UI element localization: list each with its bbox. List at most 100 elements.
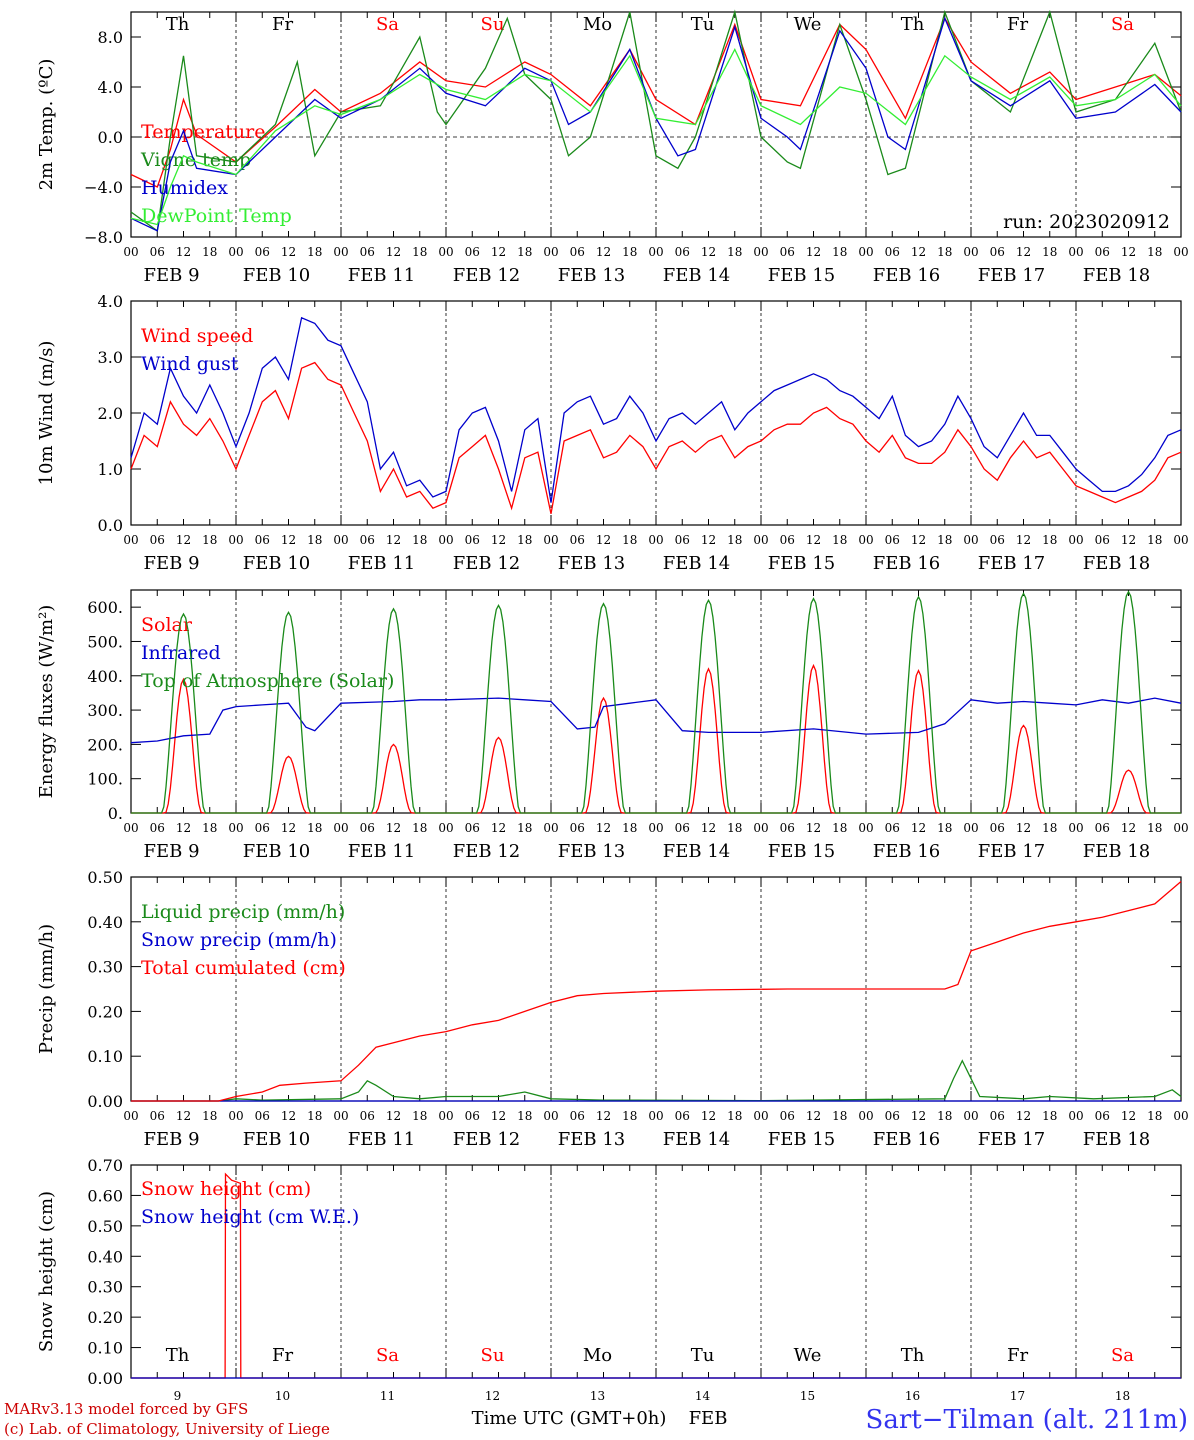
x-hour-label: 12 <box>911 821 926 835</box>
x-hour-label: 18 <box>202 1109 217 1123</box>
footer-credit: (c) Lab. of Climatology, University of L… <box>4 1420 330 1438</box>
x-date-label: FEB 12 <box>453 265 520 286</box>
x-hour-label: 12 <box>806 245 821 259</box>
x-hour-label: 18 <box>307 245 322 259</box>
x-hour-label: 00 <box>753 821 768 835</box>
day-name-label: Sa <box>1111 1345 1134 1366</box>
day-name-label: Th <box>901 14 925 35</box>
x-date-label: FEB 11 <box>348 265 415 286</box>
x-day-number: 14 <box>695 1389 711 1403</box>
x-hour-label: 00 <box>1173 821 1188 835</box>
x-hour-label: 12 <box>281 821 296 835</box>
x-day-number: 16 <box>905 1389 920 1403</box>
x-hour-label: 00 <box>1068 821 1083 835</box>
x-hour-label: 18 <box>727 821 742 835</box>
y-tick-label: −8.0 <box>84 228 123 247</box>
x-hour-label: 06 <box>1095 245 1110 259</box>
x-hour-label: 06 <box>675 245 690 259</box>
x-hour-label: 18 <box>307 1109 322 1123</box>
x-hour-label: 00 <box>333 821 348 835</box>
x-date-label: FEB 10 <box>243 1129 310 1150</box>
day-name-label: We <box>794 14 822 35</box>
x-hour-label: 18 <box>622 245 637 259</box>
x-hour-label: 12 <box>176 1109 191 1123</box>
x-hour-label: 12 <box>806 1109 821 1123</box>
x-hour-label: 00 <box>333 245 348 259</box>
x-date-label: FEB 12 <box>453 1129 520 1150</box>
y-tick-label: 500. <box>87 632 123 651</box>
x-hour-label: 12 <box>491 821 506 835</box>
y-tick-label: 0.30 <box>87 958 123 977</box>
x-date-label: FEB 9 <box>143 553 199 574</box>
x-hour-label: 00 <box>123 245 138 259</box>
x-date-label: FEB 16 <box>873 841 940 862</box>
day-name-label: Su <box>481 1345 505 1366</box>
panel-2: 0.0 1.0 2.0 3.0 4.0 10m Wind (m/s) 00 06 12 18 00 0… <box>36 292 1189 574</box>
x-hour-label: 18 <box>1042 533 1057 547</box>
y-tick-label: 0.10 <box>87 1047 123 1066</box>
x-hour-label: 00 <box>753 1109 768 1123</box>
x-date-label: FEB 14 <box>663 1129 730 1150</box>
x-hour-label: 00 <box>963 245 978 259</box>
x-hour-label: 00 <box>228 533 243 547</box>
x-hour-label: 12 <box>176 821 191 835</box>
legend-entry: Humidex <box>141 177 228 199</box>
x-date-label: FEB 18 <box>1083 265 1150 286</box>
x-hour-label: 18 <box>832 245 847 259</box>
y-tick-label: 1.0 <box>98 460 123 479</box>
series-line <box>130 316 1182 503</box>
x-hour-label: 00 <box>963 821 978 835</box>
x-hour-label: 18 <box>937 821 952 835</box>
x-date-label: FEB 16 <box>873 265 940 286</box>
x-hour-label: 12 <box>701 1109 716 1123</box>
y-tick-label: 0.50 <box>87 1217 123 1236</box>
x-hour-label: 12 <box>596 245 611 259</box>
y-tick-label: 2.0 <box>98 404 123 423</box>
x-day-number: 13 <box>590 1389 605 1403</box>
legend-entry: Temperature <box>141 121 265 143</box>
y-tick-label: 0.20 <box>87 1002 123 1021</box>
y-axis-label: Precip (mm/h) <box>36 924 57 1054</box>
x-date-label: FEB 12 <box>453 553 520 574</box>
x-hour-label: 12 <box>1121 533 1136 547</box>
x-hour-label: 00 <box>963 533 978 547</box>
x-hour-label: 06 <box>990 1109 1005 1123</box>
x-hour-label: 00 <box>1068 533 1083 547</box>
x-hour-label: 06 <box>780 533 795 547</box>
x-hour-label: 06 <box>360 533 375 547</box>
x-hour-label: 00 <box>438 1109 453 1123</box>
legend-entry: Snow precip (mm/h) <box>141 929 337 951</box>
y-tick-label: 0.20 <box>87 1308 123 1327</box>
day-name-label: Mo <box>583 1345 612 1366</box>
x-hour-label: 00 <box>648 245 663 259</box>
x-date-label: FEB 14 <box>663 553 730 574</box>
day-name-label: Sa <box>1111 14 1134 35</box>
x-date-label: FEB 18 <box>1083 1129 1150 1150</box>
x-hour-label: 00 <box>858 245 873 259</box>
panel-4: 0.00 0.10 0.20 0.30 0.40 0.50 Precip (mm/h) 00 0… <box>36 868 1189 1150</box>
x-hour-label: 06 <box>465 245 480 259</box>
x-hour-label: 12 <box>176 245 191 259</box>
x-hour-label: 06 <box>780 245 795 259</box>
panel-5: 0.00 0.10 0.20 0.30 0.40 0.50 0.60 0.70 Snow hei… <box>36 1156 1182 1388</box>
footer-model: MARv3.13 model forced by GFS <box>4 1400 248 1418</box>
y-tick-label: 0.60 <box>87 1186 123 1205</box>
x-hour-label: 06 <box>255 533 270 547</box>
x-hour-label: 00 <box>228 1109 243 1123</box>
series-line <box>131 590 1181 814</box>
x-hour-label: 18 <box>517 245 532 259</box>
x-hour-label: 00 <box>333 1109 348 1123</box>
y-tick-label: 400. <box>87 667 123 686</box>
legend-entry: Infrared <box>141 642 221 664</box>
x-date-label: FEB 13 <box>558 553 625 574</box>
x-date-label: FEB 11 <box>348 553 415 574</box>
legend-entry: Vigne temp <box>140 149 251 171</box>
x-hour-label: 18 <box>1042 821 1057 835</box>
x-hour-label: 18 <box>1147 1109 1162 1123</box>
x-hour-label: 06 <box>570 533 585 547</box>
y-tick-label: 8.0 <box>98 28 123 47</box>
x-hour-label: 06 <box>255 821 270 835</box>
x-hour-label: 18 <box>832 1109 847 1123</box>
legend-entry: Wind gust <box>141 353 239 375</box>
x-day-number: 10 <box>275 1389 290 1403</box>
